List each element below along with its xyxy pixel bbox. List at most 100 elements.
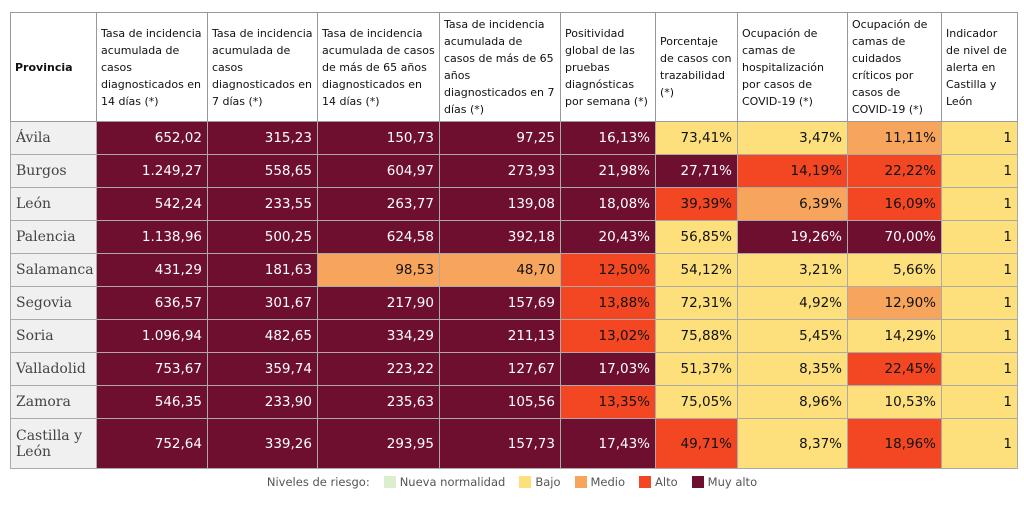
province-cell: Segovia <box>10 286 97 320</box>
value-cell: 39,39% <box>655 187 738 221</box>
value-cell: 1 <box>941 319 1018 353</box>
header-cell: Tasa de incidencia acumulada de casos di… <box>96 12 208 122</box>
value-cell: 217,90 <box>317 286 440 320</box>
legend-swatch <box>691 476 704 488</box>
legend-swatch <box>574 476 587 488</box>
header-cell: Porcentaje de casos con trazabilidad (*) <box>655 12 738 122</box>
value-cell: 17,03% <box>560 352 656 386</box>
value-cell: 22,22% <box>847 154 942 188</box>
legend-label: Nueva normalidad <box>399 475 506 489</box>
legend-label: Muy alto <box>707 475 758 489</box>
value-cell: 27,71% <box>655 154 738 188</box>
province-cell: León <box>10 187 97 221</box>
value-cell: 263,77 <box>317 187 440 221</box>
value-cell: 105,56 <box>439 385 561 419</box>
row: Valladolid 753,67 359,74 223,22 127,67 17,03%… <box>10 352 1018 386</box>
header-cell: Tasa de incidencia acumulada de casos de… <box>317 12 440 122</box>
value-cell: 211,13 <box>439 319 561 353</box>
value-cell: 20,43% <box>560 220 656 254</box>
value-cell: 8,96% <box>737 385 848 419</box>
value-cell: 334,29 <box>317 319 440 353</box>
value-cell: 181,63 <box>207 253 318 287</box>
province-cell: Burgos <box>10 154 97 188</box>
value-cell: 97,25 <box>439 121 561 155</box>
table-body: Ávila 652,02 315,23 150,73 97,25 16,13% 73,41%… <box>10 121 1018 469</box>
value-cell: 1 <box>941 220 1018 254</box>
value-cell: 359,74 <box>207 352 318 386</box>
legend-swatch <box>383 476 396 488</box>
row: Segovia 636,57 301,67 217,90 157,69 13,88% 72,… <box>10 286 1018 320</box>
value-cell: 233,90 <box>207 385 318 419</box>
value-cell: 1 <box>941 121 1018 155</box>
value-cell: 19,26% <box>737 220 848 254</box>
value-cell: 49,71% <box>655 418 738 469</box>
header-cell: Positividad global de las pruebas diagnó… <box>560 12 656 122</box>
province-cell: Salamanca <box>10 253 97 287</box>
value-cell: 75,88% <box>655 319 738 353</box>
province-cell: Soria <box>10 319 97 353</box>
value-cell: 482,65 <box>207 319 318 353</box>
row: Salamanca 431,29 181,63 98,53 48,70 12,50% 54,… <box>10 253 1018 287</box>
value-cell: 157,73 <box>439 418 561 469</box>
row: Palencia 1.138,96 500,25 624,58 392,18 20,43%… <box>10 220 1018 254</box>
value-cell: 157,69 <box>439 286 561 320</box>
value-cell: 6,39% <box>737 187 848 221</box>
value-cell: 11,11% <box>847 121 942 155</box>
value-cell: 13,88% <box>560 286 656 320</box>
header-row: Provincia Tasa de incidencia acumulada de… <box>10 12 1018 122</box>
value-cell: 1 <box>941 418 1018 469</box>
header-cell: Ocupación de camas de hospitalización po… <box>737 12 848 122</box>
legend-label: Medio <box>590 475 626 489</box>
legend-label: Alto <box>655 475 678 489</box>
row: Burgos 1.249,27 558,65 604,97 273,93 21,98% 27… <box>10 154 1018 188</box>
value-cell: 16,13% <box>560 121 656 155</box>
header-cell: Indicador de nivel de alerta en Castilla… <box>941 12 1018 122</box>
value-cell: 3,47% <box>737 121 848 155</box>
value-cell: 1.096,94 <box>96 319 208 353</box>
value-cell: 1 <box>941 286 1018 320</box>
value-cell: 604,97 <box>317 154 440 188</box>
value-cell: 5,45% <box>737 319 848 353</box>
value-cell: 17,43% <box>560 418 656 469</box>
value-cell: 13,02% <box>560 319 656 353</box>
value-cell: 14,29% <box>847 319 942 353</box>
value-cell: 98,53 <box>317 253 440 287</box>
value-cell: 8,35% <box>737 352 848 386</box>
value-cell: 75,05% <box>655 385 738 419</box>
value-cell: 48,70 <box>439 253 561 287</box>
value-cell: 500,25 <box>207 220 318 254</box>
value-cell: 392,18 <box>439 220 561 254</box>
value-cell: 21,98% <box>560 154 656 188</box>
value-cell: 16,09% <box>847 187 942 221</box>
value-cell: 12,50% <box>560 253 656 287</box>
row: Ávila 652,02 315,23 150,73 97,25 16,13% 73,41%… <box>10 121 1018 155</box>
value-cell: 431,29 <box>96 253 208 287</box>
legend-swatch <box>639 476 652 488</box>
province-cell: Valladolid <box>10 352 97 386</box>
value-cell: 273,93 <box>439 154 561 188</box>
value-cell: 339,26 <box>207 418 318 469</box>
value-cell: 18,96% <box>847 418 942 469</box>
value-cell: 8,37% <box>737 418 848 469</box>
value-cell: 73,41% <box>655 121 738 155</box>
legend: Niveles de riesgo: Nueva normalidad Bajo Me… <box>0 475 1024 489</box>
value-cell: 3,21% <box>737 253 848 287</box>
province-cell: Castilla y León <box>10 418 97 469</box>
row: Soria 1.096,94 482,65 334,29 211,13 13,02% 75,… <box>10 319 1018 353</box>
value-cell: 56,85% <box>655 220 738 254</box>
row: León 542,24 233,55 263,77 139,08 18,08% 39,39%… <box>10 187 1018 221</box>
province-cell: Zamora <box>10 385 97 419</box>
value-cell: 235,63 <box>317 385 440 419</box>
value-cell: 753,67 <box>96 352 208 386</box>
value-cell: 315,23 <box>207 121 318 155</box>
legend-label: Bajo <box>535 475 561 489</box>
value-cell: 293,95 <box>317 418 440 469</box>
value-cell: 1 <box>941 187 1018 221</box>
value-cell: 1 <box>941 352 1018 386</box>
data-table: Provincia Tasa de incidencia acumulada de… <box>10 12 1018 469</box>
value-cell: 546,35 <box>96 385 208 419</box>
value-cell: 1.249,27 <box>96 154 208 188</box>
value-cell: 636,57 <box>96 286 208 320</box>
value-cell: 54,12% <box>655 253 738 287</box>
legend-swatch <box>519 476 532 488</box>
